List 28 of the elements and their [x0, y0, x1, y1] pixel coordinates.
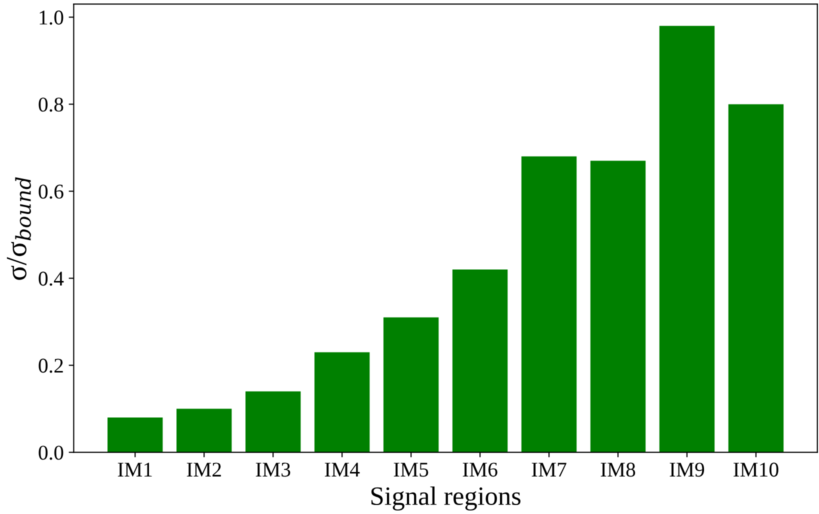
y-tick-label: 0.0 [38, 446, 64, 460]
bar [245, 391, 301, 452]
bar [108, 418, 163, 452]
bar [383, 317, 439, 452]
bar [176, 408, 232, 452]
x-tick-label: IM10 [734, 462, 778, 477]
bar [728, 104, 784, 452]
x-tick-label: IM2 [186, 462, 221, 476]
x-tick-label: IM8 [600, 462, 636, 477]
x-axis-title: Signal regions [371, 486, 520, 510]
y-tick-label: 0.6 [38, 184, 64, 199]
bar [590, 160, 646, 452]
y-tick-label: 1.0 [40, 10, 64, 25]
y-tick-label: 0.4 [38, 272, 64, 286]
bar [521, 156, 577, 452]
x-tick-label: IM5 [394, 462, 428, 477]
x-tick-label: IM1 [118, 462, 152, 476]
y-axis-title: σ/σ$_{bound}$ [6, 177, 31, 280]
x-tick-label: IM6 [462, 462, 498, 477]
bar [659, 26, 715, 452]
bar [452, 270, 508, 452]
x-tick-label: IM9 [670, 462, 704, 477]
bar [314, 352, 370, 452]
x-tick-label: IM3 [256, 462, 290, 477]
x-tick-label: IM7 [532, 462, 566, 476]
y-tick-label: 0.2 [38, 358, 63, 373]
x-tick-label: IM4 [324, 462, 360, 476]
y-tick-label: 0.8 [38, 98, 64, 112]
